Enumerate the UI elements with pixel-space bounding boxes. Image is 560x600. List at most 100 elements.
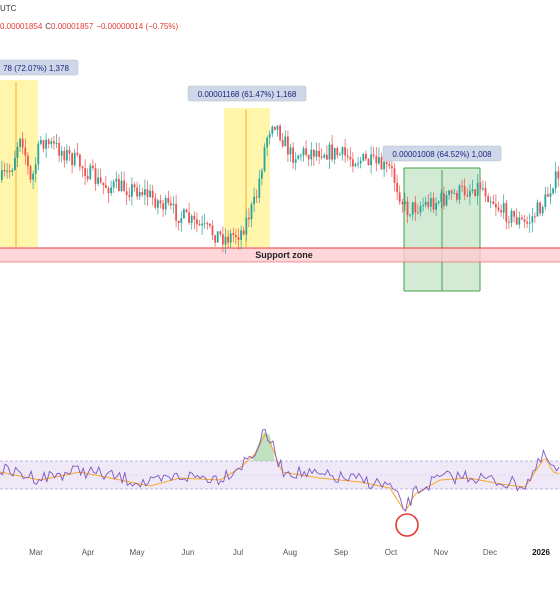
candle xyxy=(320,156,323,158)
candle xyxy=(510,210,513,223)
candle xyxy=(471,189,474,192)
candle xyxy=(474,189,476,196)
candle xyxy=(235,234,237,237)
candle xyxy=(190,215,193,223)
rsi-overbought-fill xyxy=(252,432,275,461)
candle xyxy=(177,220,180,223)
candle xyxy=(398,192,401,202)
candle xyxy=(185,209,188,213)
candle xyxy=(554,171,557,189)
candle xyxy=(531,216,534,223)
candle xyxy=(508,221,510,223)
candle xyxy=(367,159,370,166)
candle xyxy=(500,210,502,213)
candle xyxy=(170,202,172,206)
candle xyxy=(526,221,528,224)
candle xyxy=(232,233,235,235)
candle xyxy=(209,223,211,226)
candle xyxy=(128,195,131,197)
candle xyxy=(141,192,144,195)
rsi-divergence-circle xyxy=(395,513,419,537)
candle xyxy=(333,148,336,160)
candle xyxy=(469,191,471,197)
candle xyxy=(86,176,89,180)
candle xyxy=(279,125,281,140)
candle xyxy=(284,136,287,147)
candle xyxy=(281,139,284,147)
candle xyxy=(138,192,141,197)
candle xyxy=(365,153,367,160)
candle xyxy=(458,185,461,200)
candle xyxy=(435,203,437,210)
candle xyxy=(214,235,216,243)
candle xyxy=(419,206,422,213)
candle xyxy=(120,180,123,192)
candle xyxy=(105,185,107,189)
candle xyxy=(448,190,450,196)
candle xyxy=(21,138,24,148)
candle xyxy=(357,163,359,165)
candle xyxy=(203,223,206,225)
candle xyxy=(523,219,526,222)
candle xyxy=(445,195,448,206)
candle xyxy=(29,166,32,180)
candle xyxy=(53,141,55,144)
candle xyxy=(63,150,66,161)
candle xyxy=(294,159,297,163)
candle xyxy=(37,143,40,165)
candle xyxy=(242,230,245,235)
candle xyxy=(110,187,112,194)
candle xyxy=(107,188,110,194)
candle xyxy=(253,196,255,205)
candle xyxy=(268,133,271,138)
candle xyxy=(417,212,419,214)
candle xyxy=(362,153,365,161)
x-tick-label: Jul xyxy=(233,548,243,557)
candle xyxy=(201,223,203,226)
candle xyxy=(424,201,427,206)
candle xyxy=(484,188,487,197)
candle xyxy=(359,160,362,164)
candle xyxy=(1,170,3,180)
x-tick-label: Nov xyxy=(434,548,448,557)
candle xyxy=(466,195,469,197)
candle xyxy=(211,225,214,236)
measure-label-bg-3 xyxy=(382,145,502,162)
candle xyxy=(427,201,430,207)
measure-label-bg-2 xyxy=(187,85,307,102)
candle xyxy=(240,230,242,240)
candle xyxy=(515,216,518,225)
candle xyxy=(216,231,219,243)
candle xyxy=(3,170,6,172)
candle xyxy=(76,152,79,155)
candle xyxy=(552,188,554,194)
candle xyxy=(6,170,8,172)
candle xyxy=(34,164,37,174)
candle xyxy=(300,155,302,157)
candle xyxy=(193,215,196,220)
candle xyxy=(323,154,326,158)
candle xyxy=(94,168,97,184)
x-tick-label: Sep xyxy=(334,548,349,557)
candle xyxy=(250,204,253,220)
candle xyxy=(536,202,539,217)
candle xyxy=(224,236,227,245)
candle xyxy=(47,139,50,145)
candle xyxy=(222,234,224,245)
candle xyxy=(92,165,94,169)
candle xyxy=(307,154,310,160)
candle xyxy=(255,196,258,198)
candle xyxy=(487,196,489,203)
candle xyxy=(302,148,305,156)
price-change: −0.00000014 (−0.75%) xyxy=(96,22,179,31)
candle xyxy=(549,193,552,197)
candle xyxy=(274,126,276,130)
candle xyxy=(14,157,16,171)
support-zone-label: Support zone xyxy=(255,250,313,260)
candle xyxy=(149,190,151,197)
candle xyxy=(24,147,27,156)
candle xyxy=(263,147,266,171)
candle xyxy=(123,180,125,192)
candle xyxy=(115,178,118,182)
